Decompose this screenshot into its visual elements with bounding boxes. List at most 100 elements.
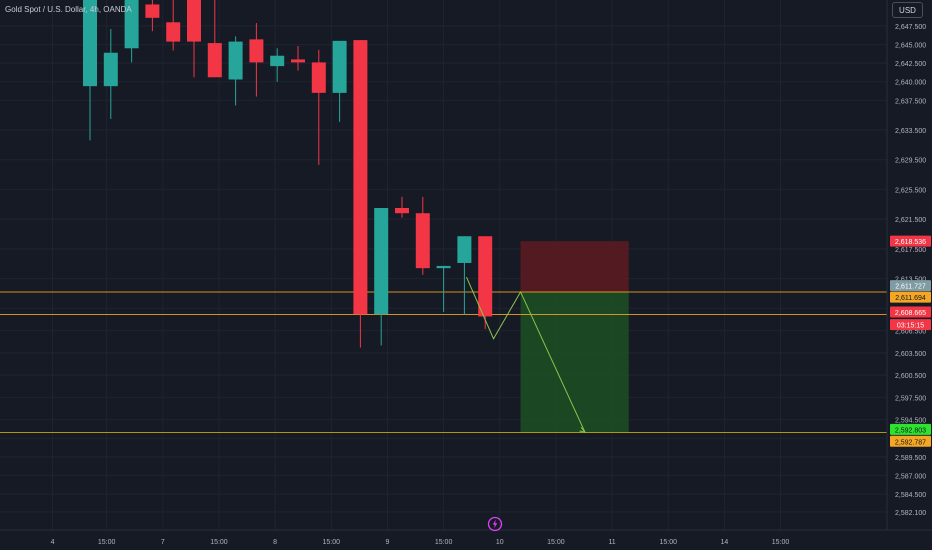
time-axis[interactable]: 4 15:00 7 15:00 8 15:00 9 15:00 10 15:00 11 15:00 14… <box>51 539 790 546</box>
x-tick-label: 14 <box>721 539 729 546</box>
y-tick-label: 2,645.000 <box>895 43 926 50</box>
candle <box>145 0 160 32</box>
x-tick-label: 9 <box>385 539 389 546</box>
candle-body <box>415 213 430 269</box>
price-label-box <box>890 306 931 318</box>
y-tick-label: 2,587.000 <box>895 473 926 480</box>
lightning-icon[interactable] <box>487 516 503 532</box>
x-tick-label: 8 <box>273 539 277 546</box>
candle-body <box>228 41 243 80</box>
candle <box>83 0 97 141</box>
x-tick-label: 15:00 <box>98 539 116 546</box>
candle <box>374 208 389 346</box>
price-label-text: 2,592.787 <box>895 439 926 446</box>
candle <box>478 236 493 330</box>
y-tick-label: 2,582.100 <box>895 510 926 517</box>
candle-body <box>332 40 347 93</box>
price-label-text: 2,608.665 <box>895 310 926 317</box>
x-tick-label: 15:00 <box>435 539 453 546</box>
projection-path <box>466 276 587 434</box>
y-tick-label: 2,597.500 <box>895 395 926 402</box>
candle <box>353 40 368 348</box>
price-label-text: 2,618.536 <box>895 239 926 246</box>
candle-body <box>374 208 389 315</box>
x-tick-label: 10 <box>496 539 504 546</box>
candle-body <box>83 0 97 87</box>
grid <box>0 0 887 530</box>
candle <box>166 0 181 51</box>
y-tick-label: 2,640.000 <box>895 80 926 87</box>
y-tick-label: 2,621.500 <box>895 217 926 224</box>
candle-body <box>291 59 305 63</box>
y-tick-label: 2,617.500 <box>895 247 926 254</box>
price-label: 2,611.727 <box>890 280 931 292</box>
symbol-title: Gold Spot / U.S. Dollar, 4h, OANDA <box>5 5 132 14</box>
candle-body <box>187 0 201 42</box>
x-tick-label: 15:00 <box>547 539 565 546</box>
candle-body <box>457 236 472 263</box>
candle-body <box>103 52 118 87</box>
candle-body <box>478 236 493 317</box>
y-tick-label: 2,606.500 <box>895 329 926 336</box>
price-label-text: 03:15:15 <box>897 323 924 330</box>
price-label-box <box>890 235 931 247</box>
x-tick-label: 4 <box>51 539 55 546</box>
candle <box>436 265 451 312</box>
y-tick-label: 2,603.500 <box>895 351 926 358</box>
y-tick-label: 2,613.500 <box>895 277 926 284</box>
price-label: 2,618.536 <box>890 235 931 247</box>
y-tick-label: 2,584.500 <box>895 492 926 499</box>
candle-body <box>311 62 326 93</box>
price-label: 2,592.787 <box>890 435 931 447</box>
x-tick-label: 7 <box>161 539 165 546</box>
candle-body <box>145 4 160 18</box>
candle <box>332 40 347 122</box>
candle <box>228 36 243 106</box>
candle-body <box>166 22 181 42</box>
price-label-box <box>890 280 931 292</box>
price-label-text: 2,592.803 <box>895 427 926 434</box>
stop-loss-zone <box>520 241 629 292</box>
candle <box>311 49 326 165</box>
candle <box>187 0 201 78</box>
x-tick-label: 15:00 <box>323 539 341 546</box>
price-label-box <box>890 423 931 435</box>
price-label-box <box>890 435 931 447</box>
projection-line <box>466 276 586 433</box>
candle <box>457 236 472 315</box>
x-tick-label: 15:00 <box>210 539 228 546</box>
currency-button[interactable]: USD <box>892 2 923 18</box>
candle <box>103 28 118 119</box>
candle-body <box>436 265 451 269</box>
candle <box>270 48 285 82</box>
price-labels: 2,618.536 2,611.727 2,611.694 2,608.665 03:1… <box>890 235 931 447</box>
price-label-box <box>890 319 931 331</box>
y-tick-label: 2,642.500 <box>895 61 926 68</box>
price-label-box <box>890 291 931 303</box>
price-label-text: 2,611.694 <box>895 295 926 302</box>
candle-body <box>249 39 264 63</box>
candle <box>291 46 305 71</box>
y-tick-label: 2,625.500 <box>895 187 926 194</box>
price-label: 2,592.803 <box>890 423 931 435</box>
candle <box>249 23 264 97</box>
price-label: 2,611.694 <box>890 291 931 303</box>
candle-body <box>207 43 222 78</box>
x-tick-label: 15:00 <box>772 539 790 546</box>
candle-body <box>395 208 409 214</box>
y-tick-label: 2,647.500 <box>895 24 926 31</box>
projection-arrowhead <box>579 427 587 434</box>
x-tick-label: 15:00 <box>659 539 677 546</box>
candle-body <box>270 55 285 67</box>
y-tick-label: 2,633.500 <box>895 128 926 135</box>
price-label: 2,608.665 <box>890 306 931 318</box>
y-tick-label: 2,594.500 <box>895 418 926 425</box>
y-tick-label: 2,637.500 <box>895 98 926 105</box>
price-label: 03:15:15 <box>890 319 931 331</box>
candle <box>124 0 139 63</box>
y-tick-label: 2,600.500 <box>895 373 926 380</box>
candle <box>415 196 430 275</box>
candles <box>83 0 493 348</box>
